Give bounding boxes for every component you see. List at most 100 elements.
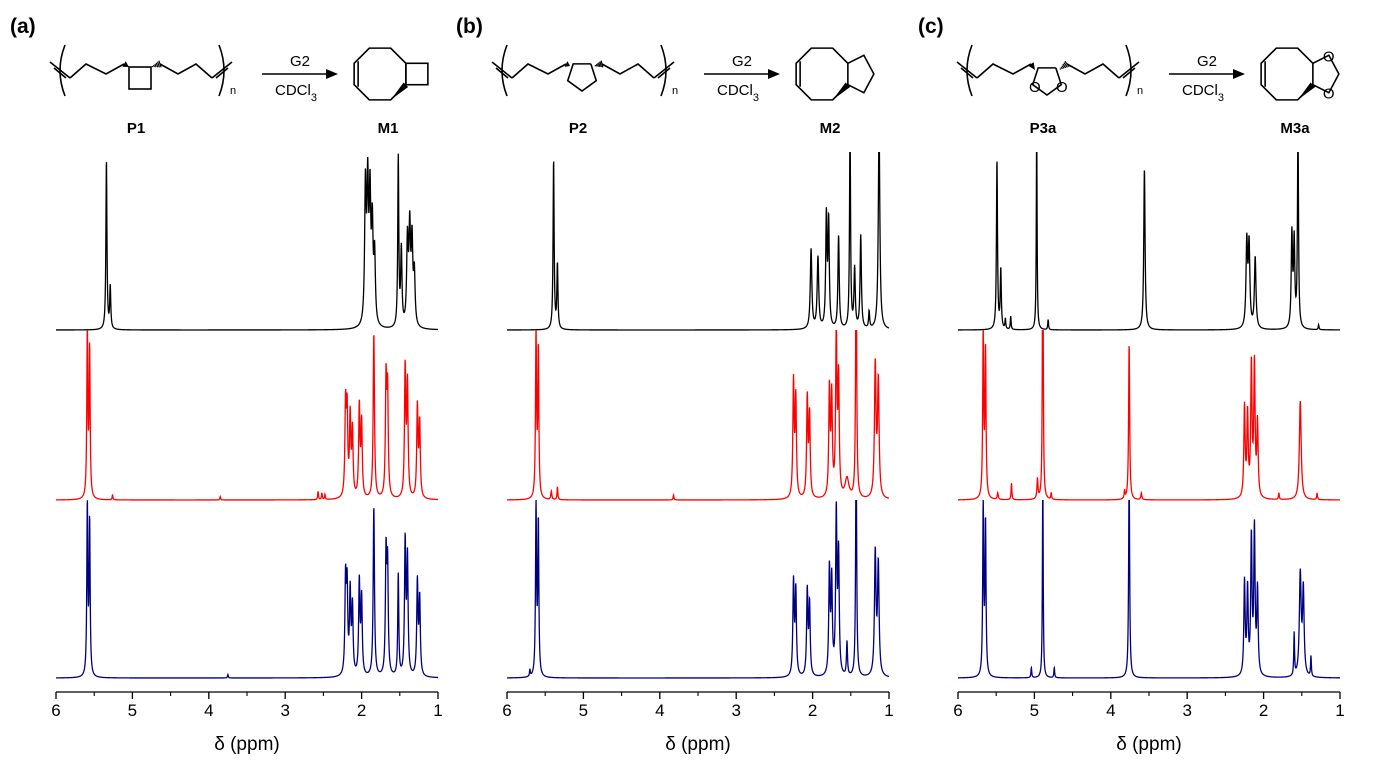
polymer-left-chain bbox=[69, 63, 125, 79]
polymer-right-chain bbox=[601, 63, 655, 79]
polymer-right-chain bbox=[1066, 63, 1120, 79]
monomer-label: M1 bbox=[378, 120, 399, 137]
solvent-name: CDCl bbox=[717, 82, 753, 99]
x-tick-label: 1 bbox=[433, 701, 442, 720]
x-axis-title: δ (ppm) bbox=[665, 734, 730, 755]
x-tick-label: 6 bbox=[51, 701, 60, 720]
solvent-name: CDCl bbox=[275, 82, 311, 99]
polymer-right-chain bbox=[159, 63, 213, 79]
spectrum-trace-1 bbox=[56, 153, 438, 331]
double-bond-right-inner bbox=[215, 67, 229, 79]
x-tick-label: 5 bbox=[579, 701, 588, 720]
hash-bond-stroke bbox=[596, 63, 600, 67]
polymer-label: P2 bbox=[569, 120, 587, 137]
x-tick-label: 1 bbox=[1335, 701, 1344, 720]
reaction-arrow-head bbox=[326, 69, 338, 79]
monomer-label: M2 bbox=[820, 120, 841, 137]
double-bond-left bbox=[49, 61, 71, 79]
x-tick-label: 4 bbox=[1106, 701, 1115, 720]
x-tick-label: 6 bbox=[953, 701, 962, 720]
double-bond-left-inner bbox=[960, 67, 974, 79]
solvent-subscript: 3 bbox=[753, 92, 759, 104]
fused-dioxolane-ring bbox=[1312, 54, 1340, 94]
repeat-unit-subscript: n bbox=[672, 85, 678, 97]
solvent-name: CDCl bbox=[1182, 82, 1218, 99]
fused-cyclopentane-ring bbox=[847, 54, 875, 94]
stereo-wedge-bond bbox=[564, 61, 570, 67]
hash-bond-stroke bbox=[157, 61, 160, 68]
solvent-label: CDCl3 bbox=[1182, 82, 1224, 104]
hash-bond-stroke bbox=[1063, 62, 1068, 68]
x-tick-label: 6 bbox=[502, 701, 511, 720]
fused-cyclobutane-ring bbox=[405, 62, 429, 86]
solvent-label: CDCl3 bbox=[717, 82, 759, 104]
catalyst-label: G2 bbox=[290, 53, 310, 70]
x-tick-label: 3 bbox=[1182, 701, 1191, 720]
x-tick-label: 3 bbox=[731, 701, 740, 720]
x-tick-label: 5 bbox=[1030, 701, 1039, 720]
hash-bond-stroke bbox=[1059, 68, 1062, 70]
double-bond-right bbox=[1118, 61, 1140, 79]
x-tick-label: 4 bbox=[204, 701, 213, 720]
solvent-subscript: 3 bbox=[1218, 92, 1224, 104]
x-tick-label: 4 bbox=[655, 701, 664, 720]
stereo-hash-bond bbox=[594, 60, 604, 68]
spectrum-trace-3 bbox=[56, 500, 439, 679]
catalyst-label: G2 bbox=[1197, 53, 1217, 70]
hash-bond-stroke bbox=[599, 61, 602, 68]
hash-bond-stroke bbox=[153, 64, 155, 68]
panel-label: (b) bbox=[456, 15, 483, 38]
hash-bond-stroke bbox=[595, 64, 598, 67]
x-axis: 6 5 4 3 2 1 δ (ppm) bbox=[502, 691, 894, 755]
solvent-subscript: 3 bbox=[311, 92, 317, 104]
double-bond-right-inner bbox=[657, 67, 671, 79]
hash-bond-stroke bbox=[154, 63, 157, 68]
double-bond-left-inner bbox=[495, 67, 509, 79]
reaction-scheme: n P1 G2 CDCl3 M1 bbox=[49, 44, 429, 137]
hash-bond-stroke bbox=[1061, 65, 1065, 69]
x-tick-label: 2 bbox=[357, 701, 366, 720]
oxygen-atom-bottom: O bbox=[1323, 86, 1335, 103]
hash-bond-stroke bbox=[598, 62, 601, 68]
oxygen-atom-left: O bbox=[1029, 79, 1041, 96]
x-axis-title: δ (ppm) bbox=[214, 734, 279, 755]
reaction-scheme: n P2 G2 CDCl3 M2 bbox=[491, 44, 875, 137]
cyclopentane-ring bbox=[566, 63, 598, 92]
polymer-left-chain bbox=[511, 63, 567, 79]
x-axis: 6 5 4 3 2 1 δ (ppm) bbox=[953, 691, 1345, 755]
hash-bond-stroke bbox=[1060, 66, 1063, 70]
spectrum-trace-2 bbox=[56, 330, 438, 501]
dioxolane-ring bbox=[1031, 67, 1063, 96]
polymer-left-chain bbox=[976, 63, 1032, 79]
spectrum-trace-2 bbox=[507, 330, 890, 501]
double-bond-left bbox=[956, 61, 978, 79]
ring-fusion-wedge bbox=[390, 82, 409, 100]
hash-bond-stroke bbox=[1062, 63, 1067, 69]
x-axis-title: δ (ppm) bbox=[1116, 734, 1181, 755]
oxygen-atom-top: O bbox=[1323, 48, 1335, 65]
panel-label: (a) bbox=[10, 15, 36, 38]
x-tick-label: 5 bbox=[128, 701, 137, 720]
double-bond-right bbox=[653, 61, 675, 79]
ring-fusion-wedge bbox=[832, 82, 851, 100]
reaction-arrow-head bbox=[768, 69, 780, 79]
catalyst-label: G2 bbox=[732, 53, 752, 70]
stereo-wedge-bond bbox=[122, 61, 129, 67]
panel-label: (c) bbox=[918, 15, 944, 38]
cyclooctene-ring bbox=[353, 47, 407, 101]
reaction-arrow-head bbox=[1233, 69, 1245, 79]
repeat-unit-subscript: n bbox=[230, 85, 236, 97]
spectrum-trace-3 bbox=[958, 500, 1340, 679]
repeat-unit-subscript: n bbox=[1137, 85, 1143, 97]
polymer-label: P3a bbox=[1030, 120, 1057, 137]
x-tick-label: 3 bbox=[280, 701, 289, 720]
x-tick-label: 1 bbox=[884, 701, 893, 720]
double-bond-right bbox=[211, 61, 233, 79]
hash-bond-stroke bbox=[155, 62, 159, 68]
spectrum-trace-2 bbox=[958, 330, 1340, 501]
